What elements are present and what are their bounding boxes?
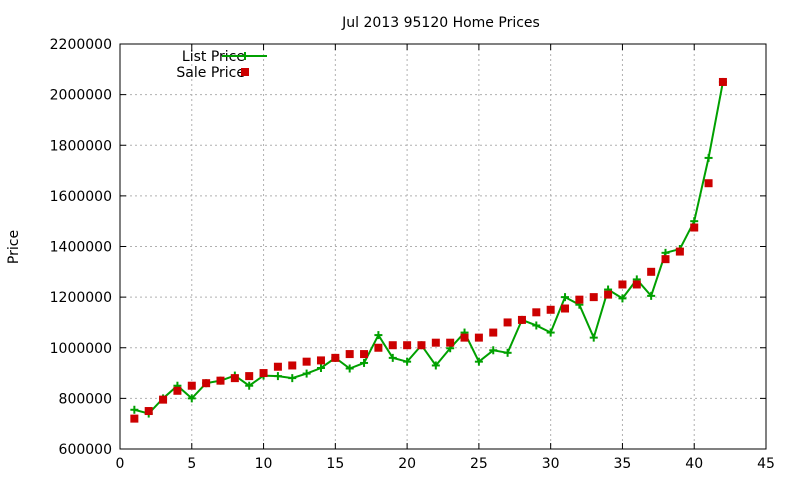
sale-price-point: [288, 361, 297, 370]
y-tick-label: 2000000: [50, 88, 112, 104]
sale-price-point: [589, 293, 598, 302]
list-price-point: [618, 294, 627, 303]
legend-label: List Price: [182, 49, 245, 65]
x-tick-label: 25: [470, 456, 488, 472]
sale-price-point: [604, 290, 613, 299]
y-tick-label: 1200000: [50, 290, 112, 306]
list-price-point: [388, 353, 397, 362]
x-tick-label: 40: [685, 456, 703, 472]
sale-price-point: [216, 376, 225, 385]
y-tick-label: 600000: [59, 442, 112, 458]
sale-price-point: [230, 374, 239, 383]
list-price-point: [431, 361, 440, 370]
chart-title: Jul 2013 95120 Home Prices: [341, 15, 540, 31]
sale-price-point: [144, 407, 153, 416]
list-price-point: [403, 357, 412, 366]
sale-price-point: [618, 280, 627, 289]
sale-price-point: [302, 357, 311, 366]
list-price-point: [503, 348, 512, 357]
list-price-point: [561, 293, 570, 302]
data-series: [130, 77, 727, 423]
list-price-point: [374, 331, 383, 340]
list-price-point: [546, 328, 555, 337]
y-tick-label: 2200000: [50, 37, 112, 53]
grid-lines: [120, 44, 766, 449]
sale-price-point: [647, 267, 656, 276]
sale-price-point: [130, 414, 139, 423]
sale-price-point: [431, 338, 440, 347]
list-price-point: [288, 374, 297, 383]
x-tick-label: 0: [116, 456, 125, 472]
list-price-point: [245, 381, 254, 390]
sale-price-point: [460, 333, 469, 342]
list-price-point: [647, 291, 656, 300]
sale-price-point: [632, 280, 641, 289]
x-tick-label: 15: [326, 456, 344, 472]
list-price-point: [316, 364, 325, 372]
sale-price-point: [360, 350, 369, 359]
y-tick-label: 1800000: [50, 138, 112, 154]
list-price-point: [532, 321, 541, 330]
list-price-point: [489, 346, 498, 355]
sale-price-point: [474, 333, 483, 342]
x-axis-ticks: 0 5 10 15 20 25 30 35 40 45: [116, 44, 775, 472]
sale-price-point: [561, 304, 570, 313]
list-price-point: [360, 358, 369, 367]
y-tick-label: 1600000: [50, 189, 112, 205]
sale-price-point: [489, 328, 498, 337]
list-price-point: [345, 364, 354, 373]
sale-price-point: [517, 315, 526, 324]
sale-price-point: [446, 338, 455, 347]
x-tick-label: 20: [398, 456, 416, 472]
sale-price-point: [187, 381, 196, 390]
y-axis-ticks: 600000 800000 1000000 1200000 1400000 1600000…: [50, 37, 766, 458]
series-sale-price: [130, 77, 727, 423]
list-price-point: [474, 357, 483, 366]
list-price-point: [130, 405, 139, 414]
x-tick-label: 30: [542, 456, 560, 472]
y-tick-label: 1400000: [50, 240, 112, 256]
sale-price-point: [331, 353, 340, 362]
sale-price-point: [503, 318, 512, 327]
sale-price-point: [173, 386, 182, 395]
list-price-point: [302, 369, 311, 378]
sale-price-point: [245, 372, 254, 381]
sale-price-point: [532, 308, 541, 317]
sale-price-point: [403, 341, 412, 350]
sale-price-point: [546, 305, 555, 314]
sale-price-point: [690, 223, 699, 232]
sale-price-point: [202, 379, 211, 388]
list-price-point: [273, 372, 282, 381]
x-tick-label: 45: [757, 456, 775, 472]
sale-price-point: [661, 255, 670, 264]
y-tick-label: 800000: [59, 391, 112, 407]
sale-price-point: [388, 341, 397, 350]
sale-price-point: [159, 395, 168, 404]
x-tick-label: 5: [187, 456, 196, 472]
sale-price-point: [273, 362, 282, 371]
series-list-price: [130, 77, 727, 418]
sale-price-point: [575, 295, 584, 304]
y-tick-label: 1000000: [50, 341, 112, 357]
y-axis-label: Price: [6, 230, 22, 264]
legend-label: Sale Price: [176, 65, 245, 81]
sale-price-point: [374, 343, 383, 352]
sale-price-point: [345, 350, 354, 359]
sale-price-point: [675, 247, 684, 256]
sale-price-point: [259, 369, 268, 378]
list-price-point: [589, 333, 598, 342]
list-price-point: [187, 394, 196, 403]
legend-square-swatch: [241, 68, 249, 76]
sale-price-point: [718, 77, 727, 86]
x-tick-label: 35: [614, 456, 632, 472]
sale-price-point: [704, 179, 713, 188]
list-price-point: [704, 153, 713, 162]
list-price-line: [134, 81, 724, 415]
sale-price-point: [417, 341, 426, 350]
sale-price-point: [316, 356, 325, 365]
x-tick-label: 10: [255, 456, 273, 472]
